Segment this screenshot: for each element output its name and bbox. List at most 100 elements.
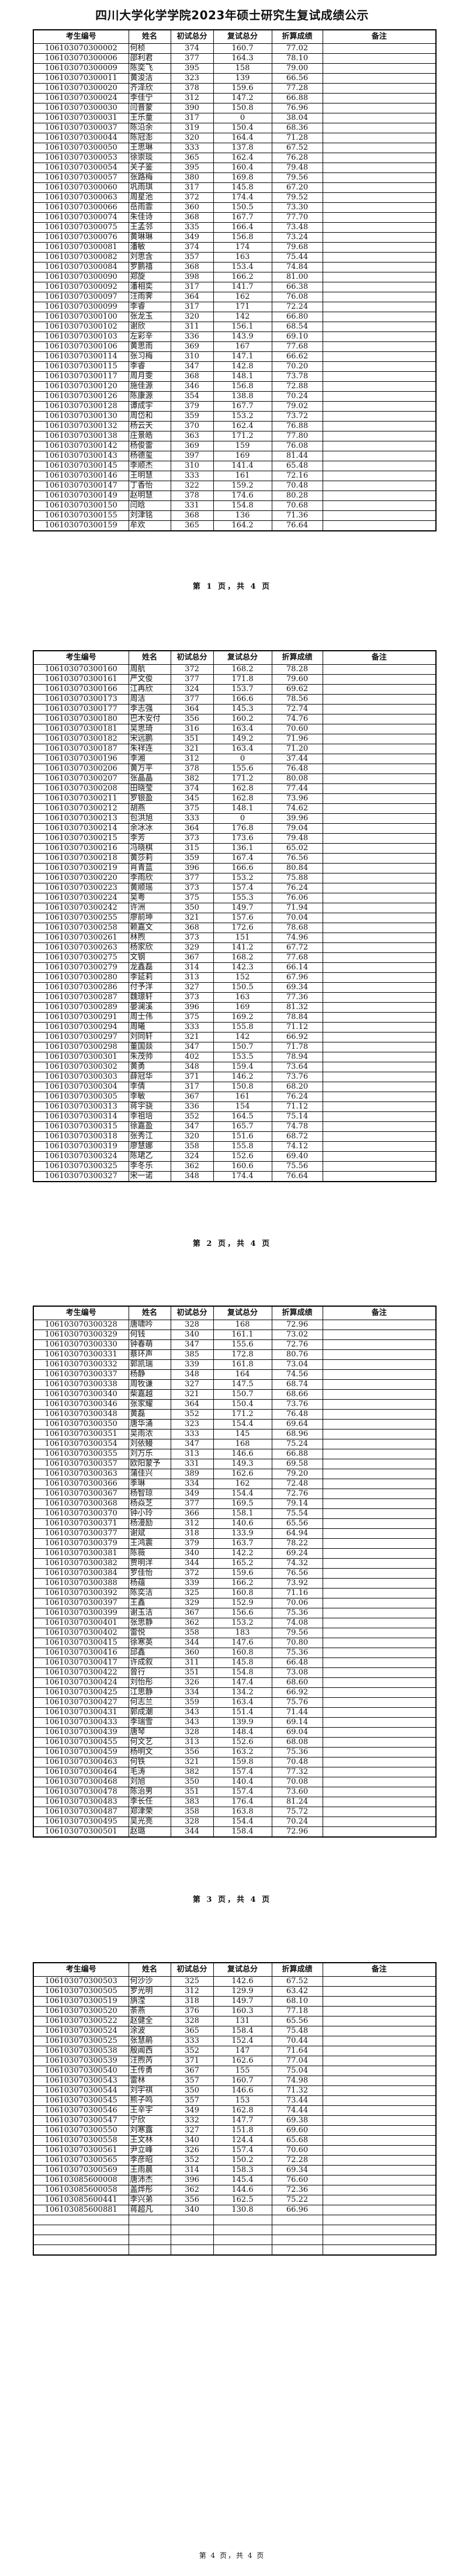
- retest-score: 159.6: [213, 83, 272, 94]
- candidate-id: 106103070300214: [33, 823, 129, 834]
- candidate-name: 赵明慧: [128, 491, 171, 501]
- candidate-id: 106103070300180: [33, 714, 129, 724]
- candidate-name: 罗佳怡: [128, 1568, 171, 1579]
- final-score: 66.88: [271, 93, 323, 103]
- candidate-name: 陈康源: [128, 391, 171, 402]
- remarks: [322, 1449, 437, 1459]
- preliminary-score: 340: [170, 1548, 214, 1559]
- final-score: 76.48: [271, 764, 323, 774]
- retest-score: 141.4: [213, 461, 272, 471]
- table-row: 106103070300146 王明慧 333 161 72.16: [33, 471, 437, 481]
- table-row: 106103070300020 齐泽欣 378 159.6 77.28: [33, 83, 437, 94]
- final-score: 65.56: [271, 1518, 323, 1529]
- remarks: [322, 2066, 437, 2076]
- remarks: [322, 123, 437, 133]
- remarks: [322, 1826, 437, 1838]
- final-score: 73.48: [271, 222, 323, 233]
- remarks: [322, 2115, 437, 2126]
- empty-row: [33, 2215, 437, 2225]
- preliminary-score: 321: [170, 1389, 214, 1400]
- final-score: 74.78: [271, 1121, 323, 1132]
- retest-score: 160.8: [213, 1588, 272, 1598]
- remarks: [322, 262, 437, 272]
- table-row: 106103070300280 李延莉 313 152 67.96: [33, 972, 437, 983]
- empty-cell: [170, 2244, 214, 2256]
- table-row: 106103070300370 钟小玲 366 158.1 75.54: [33, 1508, 437, 1519]
- remarks: [322, 1777, 437, 1787]
- remarks: [322, 1986, 437, 1997]
- preliminary-score: 396: [170, 2175, 214, 2185]
- preliminary-score: 324: [170, 1151, 214, 1162]
- preliminary-score: 317: [170, 302, 214, 312]
- table-row: 106103070300346 张家耀 364 150.4 73.76: [33, 1399, 437, 1410]
- table-row: 106103070300138 庄景皓 363 171.2 77.80: [33, 431, 437, 441]
- candidate-name: 魏璟轩: [128, 992, 171, 1003]
- candidate-name: 罗银盈: [128, 793, 171, 804]
- candidate-name: 旃滢: [128, 1996, 171, 2007]
- table-row: 106103070300291 周士伟 375 169.2 78.84: [33, 1012, 437, 1023]
- final-score: 70.48: [271, 1757, 323, 1767]
- table-row: 106103070300416 邱鑫 360 160.8 75.36: [33, 1648, 437, 1658]
- preliminary-score: 362: [170, 2185, 214, 2195]
- preliminary-score: 313: [170, 1737, 214, 1748]
- candidate-id: 106103070300160: [33, 664, 129, 675]
- final-score: 70.80: [271, 1638, 323, 1648]
- table-row: 106103070300100 张龙玉 320 142 66.80: [33, 312, 437, 322]
- candidate-name: 薛冠华: [128, 1072, 171, 1082]
- candidate-id: 106103070300011: [33, 73, 129, 84]
- candidate-id: 106103070300044: [33, 133, 129, 143]
- candidate-name: 杨焱芝: [128, 1498, 171, 1509]
- candidate-id: 106103070300132: [33, 421, 129, 431]
- final-score: 76.48: [271, 1409, 323, 1420]
- candidate-id: 106103070300261: [33, 933, 129, 943]
- remarks: [322, 1320, 437, 1330]
- table-row: 106103085600881 蒋超凡 340 130.8 66.96: [33, 2205, 437, 2215]
- final-score: 72.48: [271, 1479, 323, 1489]
- candidate-id: 106103070300255: [33, 913, 129, 923]
- preliminary-score: 317: [170, 182, 214, 193]
- table-row: 106103070300397 王鑫 329 152.9 70.06: [33, 1598, 437, 1608]
- remarks: [322, 783, 437, 794]
- retest-score: 168: [213, 1439, 272, 1449]
- remarks: [322, 1727, 437, 1738]
- preliminary-score: 310: [170, 351, 214, 362]
- candidate-id: 106103070300103: [33, 332, 129, 342]
- table-row: 106103070300338 周牧谦 327 147.5 68.74: [33, 1379, 437, 1390]
- column-header: 考生编号: [33, 1962, 129, 1977]
- candidate-name: 陈薇: [128, 1548, 171, 1559]
- preliminary-score: 333: [170, 1022, 214, 1033]
- empty-cell: [128, 2215, 171, 2225]
- remarks: [322, 1618, 437, 1628]
- candidate-id: 106103070300219: [33, 863, 129, 873]
- candidate-id: 106103070300540: [33, 2066, 129, 2076]
- candidate-id: 106103070300558: [33, 2135, 129, 2146]
- remarks: [322, 714, 437, 724]
- preliminary-score: 318: [170, 1996, 214, 2007]
- candidate-name: 张晶晶: [128, 774, 171, 784]
- remarks: [322, 143, 437, 153]
- retest-score: 171: [213, 302, 272, 312]
- candidate-name: 何铁: [128, 1757, 171, 1767]
- candidate-name: 刘宇祺: [128, 2085, 171, 2096]
- final-score: 74.56: [271, 1369, 323, 1380]
- candidate-name: 周月雯: [128, 371, 171, 382]
- preliminary-score: 328: [170, 1727, 214, 1738]
- remarks: [322, 933, 437, 943]
- retest-score: 141.7: [213, 282, 272, 292]
- retest-score: 160.6: [213, 1161, 272, 1172]
- remarks: [322, 853, 437, 864]
- table-row: 106103070300417 许成叙 311 145.8 66.48: [33, 1658, 437, 1668]
- remarks: [322, 913, 437, 923]
- retest-score: 144.6: [213, 2185, 272, 2195]
- preliminary-score: 349: [170, 232, 214, 243]
- final-score: 76.56: [271, 853, 323, 864]
- preliminary-score: 317: [170, 113, 214, 123]
- remarks: [322, 73, 437, 84]
- remarks: [322, 774, 437, 784]
- preliminary-score: 368: [170, 510, 214, 521]
- candidate-name: 殷阊西: [128, 2046, 171, 2056]
- candidate-id: 106103070300416: [33, 1648, 129, 1658]
- candidate-name: 李睿: [128, 302, 171, 312]
- preliminary-score: 317: [170, 1082, 214, 1092]
- table-row: 106103070300180 巴木安付 356 160.2 74.76: [33, 714, 437, 724]
